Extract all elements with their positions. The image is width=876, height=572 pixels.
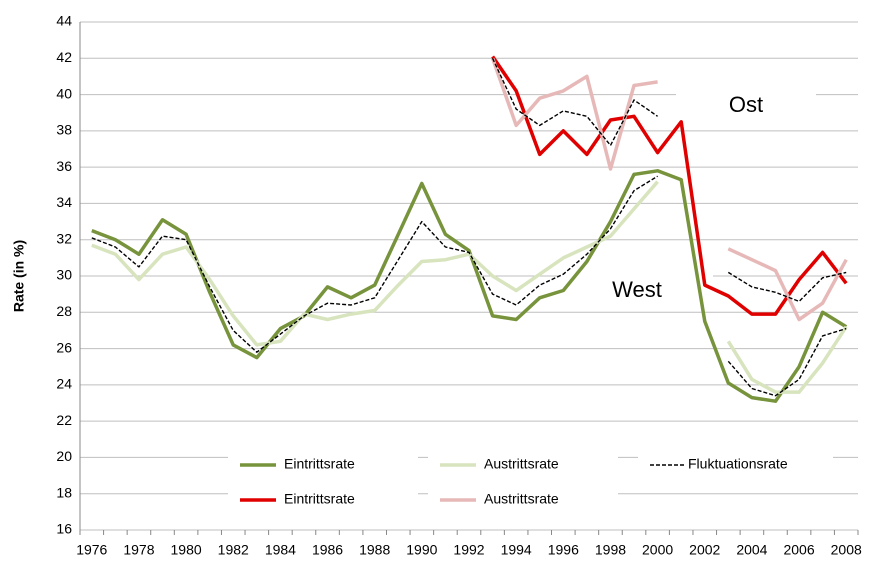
x-tick-label: 1988 <box>359 542 390 558</box>
x-tick-label: 1996 <box>548 542 579 558</box>
y-tick-label: 26 <box>56 339 72 355</box>
y-tick-label: 20 <box>56 448 72 464</box>
y-tick-label: 16 <box>56 521 72 537</box>
x-tick-label: 2004 <box>736 542 767 558</box>
legend-label: Austrittsrate <box>484 456 559 472</box>
x-tick-label: 1978 <box>123 542 154 558</box>
legend-label: Fluktuationsrate <box>688 456 788 472</box>
y-tick-label: 38 <box>56 122 72 138</box>
y-tick-label: 34 <box>56 194 72 210</box>
y-tick-label: 32 <box>56 230 72 246</box>
x-tick-label: 2000 <box>642 542 673 558</box>
legend-label: Austrittsrate <box>484 491 559 507</box>
series-line <box>91 175 847 397</box>
x-tick-label: 1986 <box>312 542 343 558</box>
x-tick-label: 2006 <box>783 542 814 558</box>
y-tick-label: 40 <box>56 85 72 101</box>
x-tick-label: 1992 <box>453 542 484 558</box>
y-tick-label: 44 <box>56 13 72 29</box>
y-axis-label: Rate (in %) <box>11 240 27 312</box>
x-tick-label: 1984 <box>265 542 296 558</box>
legend-label: Eintrittsrate <box>284 456 355 472</box>
y-tick-label: 28 <box>56 303 72 319</box>
series-line <box>491 58 847 303</box>
y-tick-label: 24 <box>56 376 72 392</box>
x-tick-label: 1976 <box>76 542 107 558</box>
x-tick-label: 1980 <box>171 542 202 558</box>
annotation: West <box>612 277 662 302</box>
series-line <box>490 57 848 322</box>
series-line <box>91 169 848 403</box>
x-tick-label: 2008 <box>831 542 862 558</box>
x-tick-label: 1990 <box>406 542 437 558</box>
y-tick-label: 22 <box>56 412 72 428</box>
annotation: Ost <box>729 92 763 117</box>
y-tick-label: 36 <box>56 158 72 174</box>
annotation-box <box>561 271 713 311</box>
y-tick-label: 30 <box>56 267 72 283</box>
y-tick-label: 18 <box>56 484 72 500</box>
x-tick-label: 1994 <box>501 542 532 558</box>
y-tick-label: 42 <box>56 49 72 65</box>
legend-label: Eintrittsrate <box>284 491 355 507</box>
x-tick-label: 1998 <box>595 542 626 558</box>
x-tick-label: 1982 <box>218 542 249 558</box>
series-line <box>91 180 848 394</box>
x-tick-label: 2002 <box>689 542 720 558</box>
annotation-box <box>676 86 816 126</box>
